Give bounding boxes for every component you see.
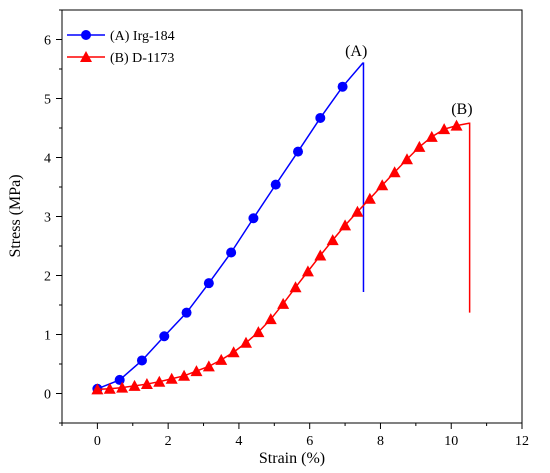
data-point [240, 336, 252, 348]
y-tick-label: 1 [44, 329, 51, 344]
data-point [165, 372, 178, 384]
data-point [425, 130, 438, 142]
data-point [128, 379, 141, 391]
y-axis-label: Stress (MPa) [7, 174, 24, 257]
x-tick-label: 8 [377, 434, 384, 449]
series-line [97, 62, 365, 390]
y-tick-label: 4 [44, 152, 51, 167]
data-point [114, 374, 125, 385]
data-point [438, 123, 451, 135]
data-point [293, 146, 304, 157]
legend: (A) Irg-184 (B) D-1173 [67, 29, 175, 66]
legend-label-b: (B) D-1173 [110, 51, 174, 66]
data-point [270, 179, 281, 190]
data-point [140, 378, 153, 390]
data-point [202, 360, 215, 372]
data-point [227, 346, 240, 358]
data-point [363, 192, 376, 204]
series-b [91, 119, 471, 395]
plot-frame [61, 9, 523, 424]
data-point [413, 140, 426, 152]
series-layer [91, 62, 471, 395]
data-point [136, 355, 147, 366]
x-tick-label: 4 [235, 434, 242, 449]
data-point [301, 265, 314, 277]
data-point [103, 382, 116, 394]
data-point [181, 307, 192, 318]
x-axis: 0 2 4 6 8 10 12 [61, 423, 529, 449]
data-point [339, 219, 352, 231]
y-tick-label: 5 [44, 93, 51, 108]
legend-marker-a [81, 30, 91, 40]
legend-item-a: (A) Irg-184 [67, 29, 175, 44]
y-tick-label: 6 [44, 34, 51, 49]
x-tick-label: 6 [306, 434, 313, 449]
data-point [264, 313, 277, 325]
data-point [388, 166, 401, 178]
annotation-layer: (A) (B) [345, 43, 472, 118]
legend-marker-b [80, 51, 92, 62]
y-tick-label: 2 [44, 270, 51, 285]
x-tick-label: 2 [165, 434, 172, 449]
data-point [248, 213, 259, 224]
curve-annotation-a: (A) [345, 43, 367, 60]
data-point [116, 381, 129, 393]
data-point [153, 375, 166, 387]
data-point [326, 234, 339, 246]
y-tick-label: 3 [44, 211, 51, 226]
data-point [376, 179, 389, 191]
curve-annotation-b: (B) [451, 101, 472, 118]
data-point [289, 281, 302, 293]
data-point [401, 153, 413, 165]
x-tick-label: 10 [444, 434, 458, 449]
data-point [252, 326, 265, 338]
series-line [97, 122, 471, 391]
data-point [91, 383, 104, 395]
data-point [159, 331, 170, 342]
data-point [314, 249, 327, 261]
data-point [215, 353, 228, 365]
data-point [450, 119, 463, 131]
legend-label-a: (A) Irg-184 [110, 29, 175, 44]
data-point [178, 369, 191, 381]
y-axis: 0 1 2 3 4 5 6 [44, 9, 62, 424]
x-tick-label: 12 [515, 434, 529, 449]
data-point [351, 205, 364, 217]
data-point [277, 297, 290, 309]
legend-item-b: (B) D-1173 [67, 51, 174, 66]
x-tick-label: 0 [94, 434, 101, 449]
series-a [92, 62, 365, 394]
data-point [337, 81, 348, 92]
data-point [190, 365, 203, 377]
data-point [315, 112, 326, 123]
data-point [203, 278, 214, 289]
x-axis-label: Strain (%) [259, 450, 325, 467]
data-point [226, 247, 237, 258]
y-tick-label: 0 [44, 388, 51, 403]
